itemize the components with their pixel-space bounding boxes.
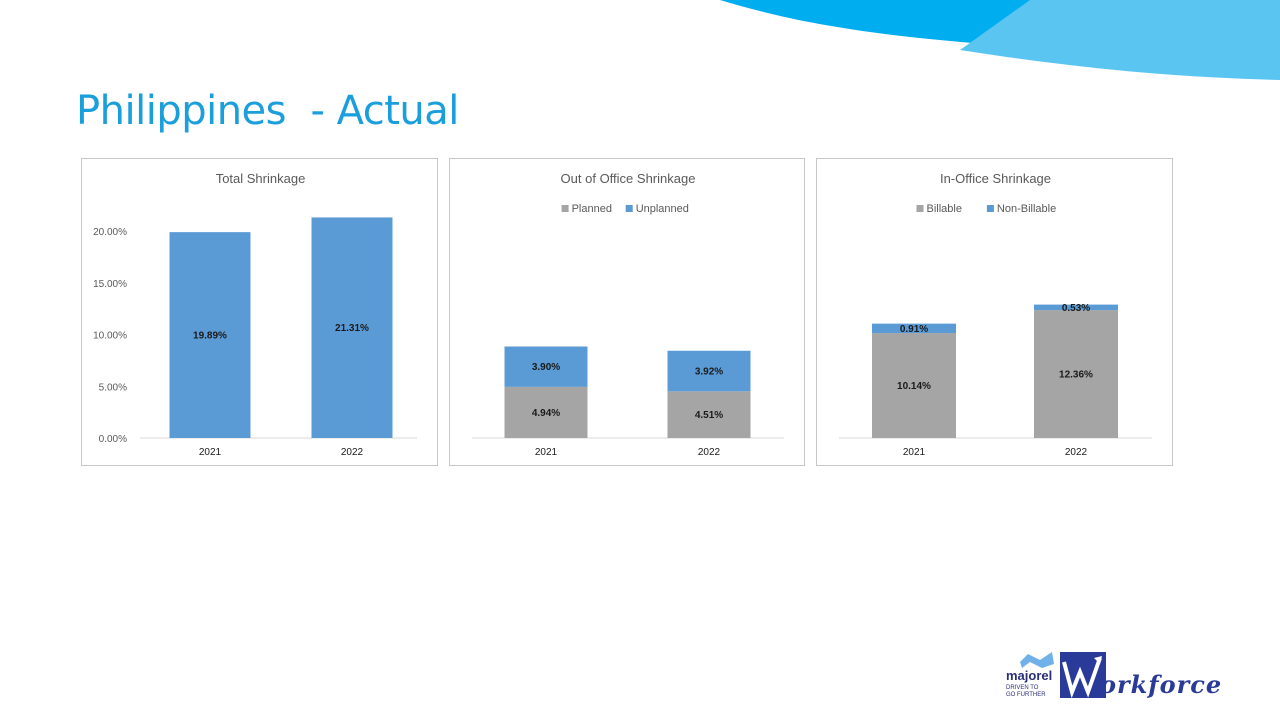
- bar-planned-2021: [504, 386, 588, 438]
- legend-label-planned: Planned: [572, 203, 612, 215]
- x-tick-label: 2021: [199, 447, 222, 458]
- workforce-wordmark: orkforce: [1100, 670, 1223, 699]
- y-tick-label: 20.00%: [93, 227, 127, 238]
- data-label: 21.31%: [335, 323, 369, 334]
- x-tick-label: 2022: [341, 447, 364, 458]
- bar-total-2021: [169, 232, 251, 438]
- legend-label-unplanned: Unplanned: [636, 203, 689, 215]
- legend-swatch-billable: [916, 205, 924, 212]
- data-label: 4.51%: [695, 410, 723, 421]
- company-logo: majorel DRIVEN TO GO FURTHER orkforce: [1000, 648, 1260, 708]
- chart-in-office-shrinkage: In-Office Shrinkage Billable Non-Billable 1…: [816, 158, 1173, 466]
- y-tick-label: 5.00%: [99, 382, 127, 393]
- data-label: 3.92%: [695, 367, 723, 378]
- x-tick-label: 2021: [903, 447, 926, 458]
- y-tick-label: 0.00%: [99, 434, 127, 445]
- bar-billable-2022: [1034, 310, 1118, 438]
- data-label: 10.14%: [897, 381, 931, 392]
- legend-swatch-planned: [561, 205, 569, 212]
- x-tick-label: 2022: [698, 447, 721, 458]
- majorel-wordmark: majorel: [1006, 668, 1053, 683]
- bar-unplanned-2021: [504, 346, 588, 387]
- legend-label-non-billable: Non-Billable: [997, 203, 1056, 215]
- x-tick-label: 2022: [1065, 447, 1088, 458]
- chart-title: In-Office Shrinkage: [940, 171, 1051, 186]
- y-tick-label: 10.00%: [93, 331, 127, 342]
- majorel-logo-icon: [1020, 652, 1054, 668]
- x-tick-label: 2021: [535, 447, 558, 458]
- data-label: 19.89%: [193, 331, 227, 342]
- chart-title: Out of Office Shrinkage: [561, 171, 696, 186]
- data-label: 4.94%: [532, 408, 560, 419]
- decor-light-swoosh: [960, 0, 1280, 80]
- header-decoration: [720, 0, 1280, 80]
- bar-total-2022: [311, 217, 393, 438]
- data-label: 3.90%: [532, 362, 560, 373]
- legend-swatch-unplanned: [625, 205, 633, 212]
- bar-billable-2021: [872, 333, 956, 438]
- chart-title: Total Shrinkage: [216, 171, 306, 186]
- majorel-tagline-2: GO FURTHER: [1006, 692, 1046, 698]
- bar-non-billable-2021: [872, 323, 956, 334]
- workforce-w-icon: [1060, 652, 1106, 699]
- data-label: 12.36%: [1059, 370, 1093, 381]
- chart-total-shrinkage: Total Shrinkage 0.00% 5.00% 10.00% 15.00% 20.…: [81, 158, 438, 466]
- bar-non-billable-2022: [1034, 304, 1118, 311]
- bar-planned-2022: [667, 391, 751, 438]
- data-label: 0.91%: [900, 324, 928, 335]
- y-tick-label: 15.00%: [93, 279, 127, 290]
- page-title: Philippines - Actual: [76, 88, 459, 134]
- majorel-tagline-1: DRIVEN TO: [1006, 685, 1039, 691]
- legend-label-billable: Billable: [927, 203, 962, 215]
- data-label: 0.53%: [1062, 303, 1090, 314]
- legend-swatch-non-billable: [986, 205, 994, 212]
- bar-unplanned-2022: [667, 350, 751, 392]
- chart-out-of-office-shrinkage: Out of Office Shrinkage Planned Unplanned 4…: [449, 158, 805, 466]
